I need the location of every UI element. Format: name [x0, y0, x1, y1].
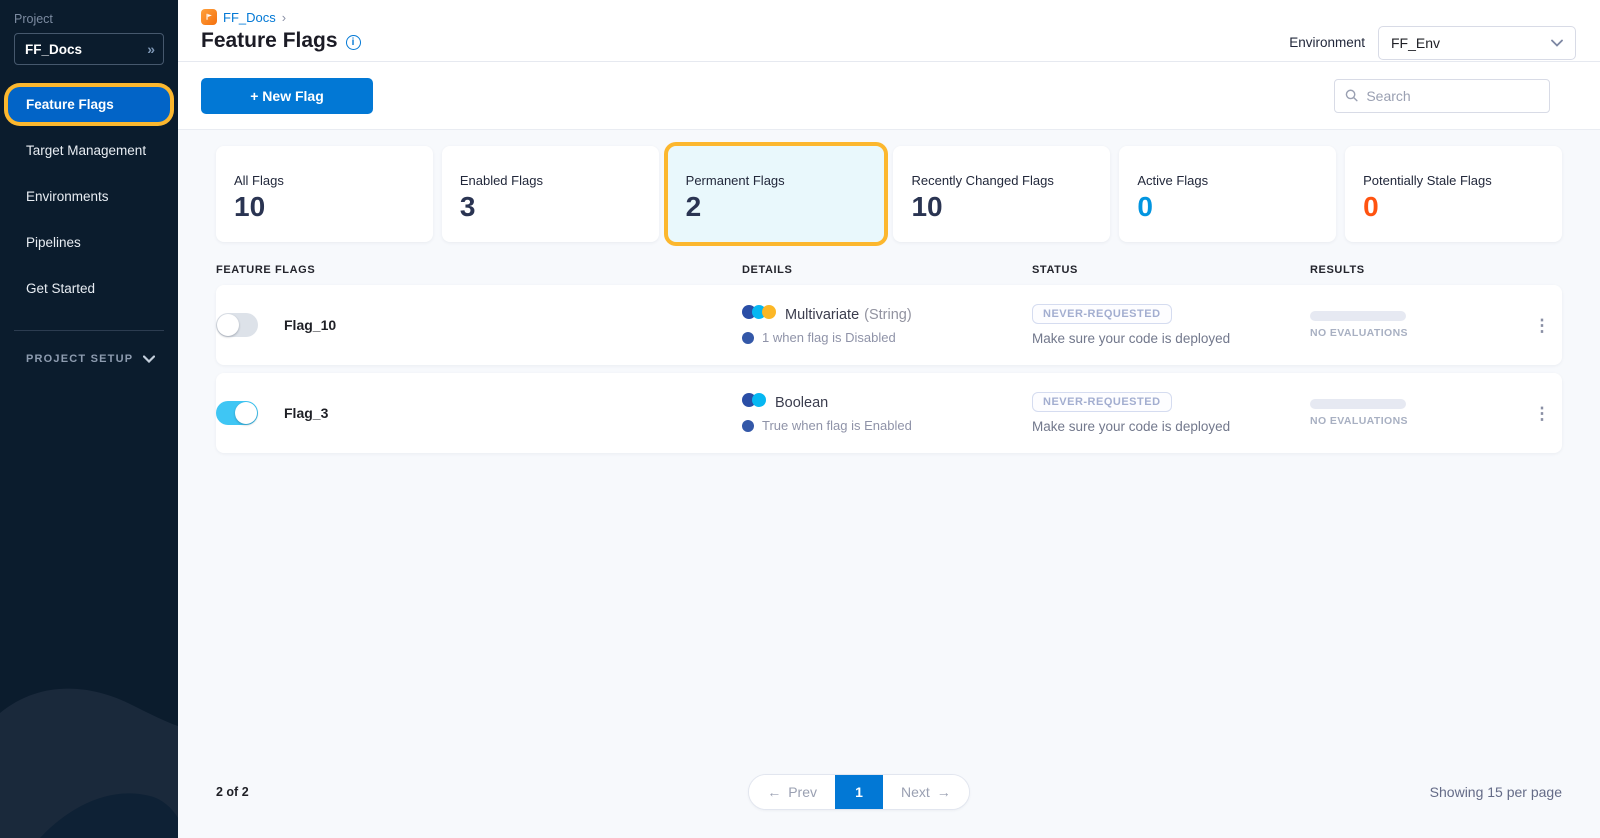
default-variation-text: 1 when flag is Disabled — [762, 330, 896, 345]
card-label: Potentially Stale Flags — [1363, 173, 1492, 188]
breadcrumb-chevron-icon: › — [281, 9, 287, 25]
sidebar-item-pipelines[interactable]: Pipelines — [26, 235, 81, 250]
environment-select[interactable]: FF_Env — [1378, 25, 1576, 60]
content: All Flags 10 Enabled Flags 3 Permanent F… — [178, 130, 1600, 838]
sidebar-item-target-management[interactable]: Target Management — [26, 143, 147, 158]
page-1-button[interactable]: 1 — [835, 775, 883, 809]
search-box — [1334, 78, 1550, 113]
filter-card-enabled-flags[interactable]: Enabled Flags 3 — [441, 146, 659, 242]
arrow-left-icon: ← — [767, 784, 782, 800]
sidebar: Project FF_Docs » Feature Flags Target M… — [0, 0, 178, 838]
card-value: 3 — [459, 191, 476, 222]
card-value: 0 — [1137, 191, 1153, 222]
info-icon[interactable]: i — [345, 35, 361, 50]
filter-card-permanent-flags[interactable]: Permanent Flags 2 — [667, 146, 885, 242]
sidebar-item-environments[interactable]: Environments — [26, 189, 109, 204]
project-selector[interactable]: FF_Docs » — [14, 33, 164, 65]
table-row[interactable]: Flag_10 Multivariate (String) 1 when fla… — [216, 285, 1562, 365]
toggle-knob — [235, 402, 257, 424]
table-header: FEATURE FLAGS DETAILS STATUS RESULTS — [216, 264, 1562, 276]
page-title: Feature Flags — [201, 29, 338, 52]
breadcrumb: FF_Docs › — [201, 9, 361, 25]
card-value: 10 — [911, 191, 943, 222]
card-label: Active Flags — [1137, 173, 1209, 188]
evaluations-label: NO EVALUATIONS — [1310, 415, 1408, 427]
row-menu-icon[interactable]: ⋮ — [1533, 403, 1551, 423]
row-count: 2 of 2 — [216, 785, 249, 799]
status-note: Make sure your code is deployed — [1032, 331, 1231, 346]
card-value: 0 — [1363, 191, 1379, 222]
card-label: Enabled Flags — [459, 173, 543, 188]
new-flag-button[interactable]: + New Flag — [201, 77, 373, 114]
prev-page-button[interactable]: ← Prev — [749, 775, 835, 809]
filter-card-potentially-stale-flags[interactable]: Potentially Stale Flags 0 — [1345, 146, 1562, 242]
expand-sidebar-icon[interactable]: » — [147, 41, 155, 57]
breadcrumb-project-link[interactable]: FF_Docs — [223, 9, 276, 25]
next-page-button[interactable]: Next → — [883, 775, 969, 809]
chevron-down-icon — [1551, 39, 1563, 47]
flag-type: Boolean — [775, 394, 829, 411]
search-icon — [1345, 89, 1358, 102]
flag-type: Multivariate — [785, 306, 860, 323]
default-variation-text: True when flag is Enabled — [762, 418, 912, 433]
project-label: Project — [14, 12, 53, 26]
default-variation-dot — [742, 331, 754, 344]
flag-toggle[interactable] — [216, 313, 258, 337]
status-badge: NEVER-REQUESTED — [1032, 392, 1172, 412]
evaluations-label: NO EVALUATIONS — [1310, 327, 1408, 339]
card-value: 10 — [234, 191, 266, 222]
status-note: Make sure your code is deployed — [1032, 419, 1231, 434]
sidebar-section-project-setup[interactable]: PROJECT SETUP — [26, 353, 178, 365]
main-area: FF_Docs › Feature Flags i Environment FF… — [178, 0, 1600, 838]
column-header-details: DETAILS — [742, 264, 793, 276]
flag-toggle[interactable] — [216, 401, 258, 425]
filter-card-active-flags[interactable]: Active Flags 0 — [1119, 146, 1337, 242]
sidebar-item-get-started[interactable]: Get Started — [26, 281, 96, 296]
sidebar-divider — [14, 330, 164, 331]
variation-dots — [742, 393, 766, 412]
column-header-status: STATUS — [1032, 264, 1078, 276]
flag-type-suffix: (String) — [864, 306, 912, 323]
flag-filter-cards: All Flags 10 Enabled Flags 3 Permanent F… — [216, 146, 1562, 242]
search-input[interactable] — [1366, 87, 1539, 104]
status-badge: NEVER-REQUESTED — [1032, 304, 1172, 324]
feature-flags-module-icon — [201, 9, 217, 25]
default-variation-dot — [742, 419, 754, 432]
card-value: 2 — [685, 191, 702, 222]
environment-label: Environment — [1289, 35, 1365, 50]
table-row[interactable]: Flag_3 Boolean True when flag is Enabled… — [216, 373, 1562, 453]
toggle-knob — [217, 314, 239, 336]
flag-name[interactable]: Flag_3 — [284, 405, 329, 421]
evaluations-bar — [1310, 311, 1406, 321]
sidebar-nav: Feature Flags Target Management Environm… — [0, 87, 178, 316]
arrow-right-icon: → — [936, 784, 951, 800]
filter-card-all-flags[interactable]: All Flags 10 — [216, 146, 433, 242]
card-label: Recently Changed Flags — [911, 173, 1054, 188]
toolbar: + New Flag — [178, 62, 1600, 130]
pagination: 2 of 2 ← Prev 1 Next → Showing 15 per pa… — [216, 774, 1562, 838]
column-header-feature-flags: FEATURE FLAGS — [216, 264, 316, 276]
per-page-label: Showing 15 per page — [1429, 784, 1562, 800]
row-menu-icon[interactable]: ⋮ — [1533, 315, 1551, 335]
card-label: Permanent Flags — [685, 173, 785, 188]
environment-value: FF_Env — [1391, 34, 1441, 51]
pager: ← Prev 1 Next → — [748, 774, 970, 810]
evaluations-bar — [1310, 399, 1406, 409]
column-header-results: RESULTS — [1310, 264, 1365, 276]
project-setup-label: PROJECT SETUP — [26, 353, 134, 365]
page-header: FF_Docs › Feature Flags i Environment FF… — [178, 0, 1600, 62]
sidebar-decoration — [0, 688, 178, 838]
project-name: FF_Docs — [25, 41, 83, 57]
sidebar-item-feature-flags[interactable]: Feature Flags — [8, 87, 170, 122]
filter-card-recently-changed-flags[interactable]: Recently Changed Flags 10 — [893, 146, 1111, 242]
variation-dots — [742, 305, 776, 324]
flag-name[interactable]: Flag_10 — [284, 317, 337, 333]
card-label: All Flags — [234, 173, 284, 188]
chevron-down-icon — [143, 355, 156, 363]
